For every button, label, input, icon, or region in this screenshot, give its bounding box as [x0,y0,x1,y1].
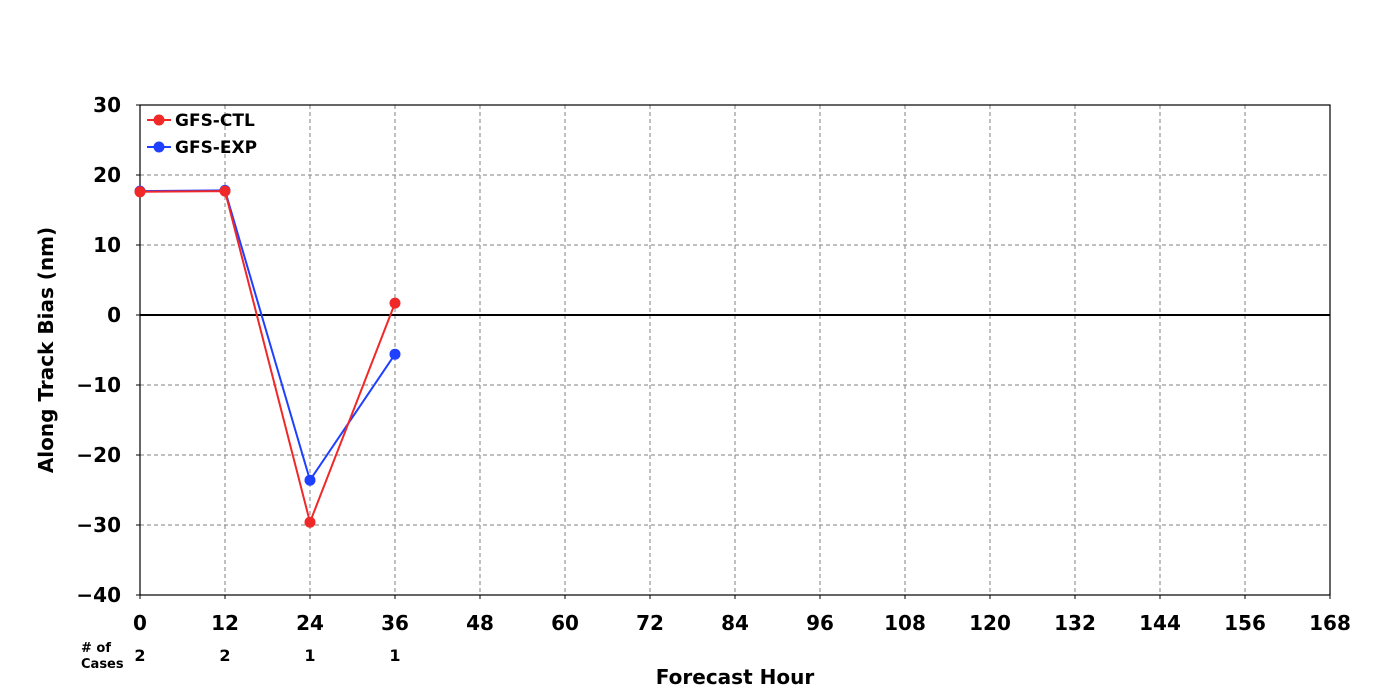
data-point-gfs-ctl [134,186,146,198]
x-tick-label: 108 [884,611,926,635]
cases-count: 2 [134,646,145,665]
y-tick-label: 20 [93,163,121,187]
y-axis-label: Along Track Bias (nm) [34,227,58,473]
cases-label-line1: # of [81,641,111,656]
x-tick-labels: 0 12 24 36 48 60 72 84 96 108 120 132 144 156 168 [133,595,1351,635]
legend-label: GFS-EXP [175,138,257,158]
y-tick-label: −10 [76,373,121,397]
x-tick-label: 36 [381,611,409,635]
y-tick-labels: 30 20 10 0 −10 −20 −30 −40 [76,93,140,607]
cases-label-line2: Cases [81,657,124,672]
x-tick-label: 132 [1054,611,1096,635]
data-point-gfs-ctl [389,297,401,309]
series-line-gfs-ctl [139,190,396,526]
legend: GFS-CTL GFS-EXP [147,111,257,158]
legend-swatch-marker [153,141,165,153]
legend-label: GFS-CTL [175,111,255,131]
x-tick-label: 72 [636,611,664,635]
y-tick-label: −40 [76,583,121,607]
x-tick-label: 24 [296,611,324,635]
y-tick-label: −20 [76,443,121,467]
cases-count: 2 [219,646,230,665]
series-layer [134,184,401,528]
x-tick-label: 12 [211,611,239,635]
cases-row: 2 2 1 1 [134,646,400,665]
cases-count: 1 [304,646,315,665]
x-axis-label: Forecast Hour [656,665,815,689]
cases-count: 1 [389,646,400,665]
x-tick-label: 168 [1309,611,1351,635]
x-tick-label: 84 [721,611,749,635]
legend-swatch-marker [153,114,165,126]
x-tick-label: 120 [969,611,1011,635]
x-tick-label: 156 [1224,611,1266,635]
x-tick-label: 48 [466,611,494,635]
y-tick-label: 30 [93,93,121,117]
data-point-gfs-ctl [219,185,231,197]
data-point-gfs-exp [389,348,401,360]
y-tick-label: −30 [76,513,121,537]
grid [140,105,1330,595]
x-tick-label: 60 [551,611,579,635]
data-point-gfs-ctl [304,516,316,528]
y-tick-label: 0 [107,303,121,327]
y-tick-label: 10 [93,233,121,257]
x-tick-label: 96 [806,611,834,635]
x-tick-label: 144 [1139,611,1181,635]
x-tick-label: 0 [133,611,147,635]
data-point-gfs-exp [304,474,316,486]
